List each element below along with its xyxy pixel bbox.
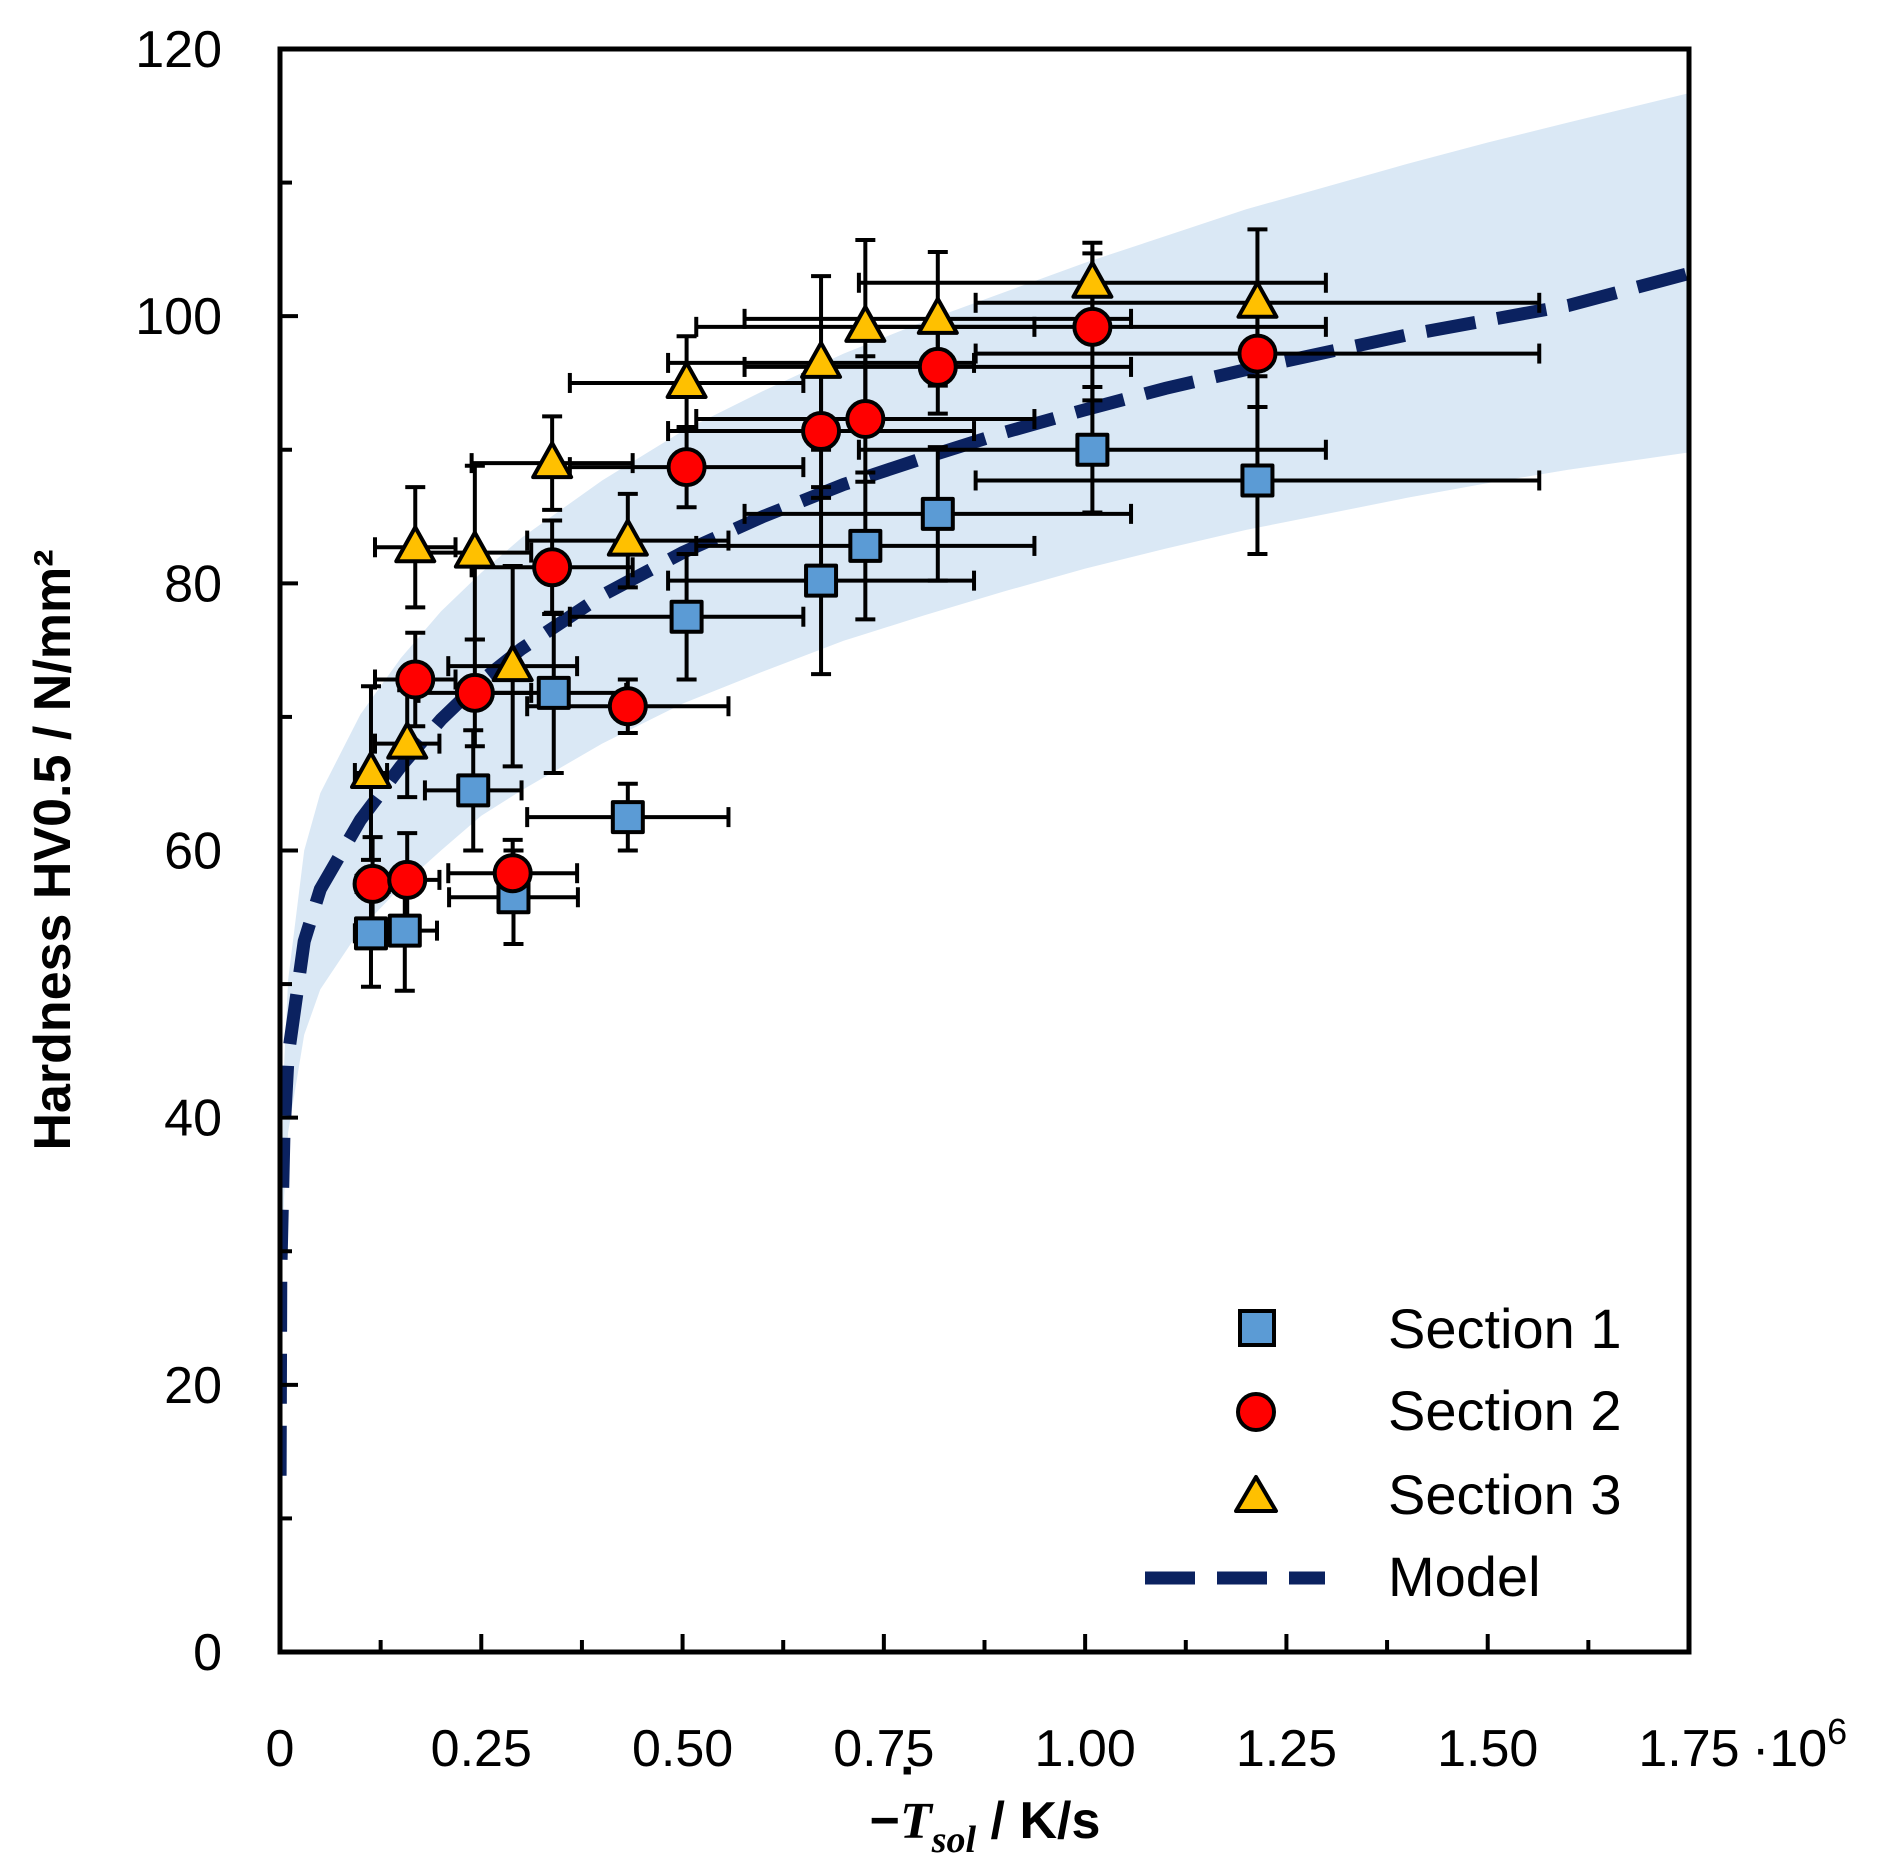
marker-section-2 (492, 853, 533, 894)
marker-section-2 (917, 346, 958, 387)
legend-label-section-3: Section 3 (1388, 1463, 1622, 1526)
x-axis-title-dot: · (900, 1742, 917, 1800)
y-tick-label: 60 (164, 823, 222, 881)
marker-section-1 (1075, 432, 1110, 467)
marker-section-3 (1236, 280, 1279, 319)
legend: Section 1 Section 2 Section 3 Model (1145, 1297, 1622, 1608)
legend-label-section-2: Section 2 (1388, 1379, 1622, 1442)
y-tick-label: 100 (135, 288, 222, 346)
marker-section-1 (610, 800, 645, 835)
marker-section-3 (349, 751, 392, 790)
marker-section-2 (1072, 306, 1113, 347)
legend-marker-section-2 (1236, 1392, 1276, 1432)
marker-section-1 (536, 675, 571, 710)
marker-section-1 (353, 916, 388, 951)
x-axis-multiplier: ·106 (1752, 1711, 1847, 1778)
marker-section-1 (387, 913, 422, 948)
marker-section-3 (531, 441, 574, 480)
x-tick-label: 1.25 (1236, 1720, 1337, 1778)
legend-label-section-1: Section 1 (1388, 1297, 1622, 1360)
x-tick-label: 0.25 (431, 1720, 532, 1778)
x-axis-ticks: 0 0.25 0.50 0.75 1.00 1.25 1.50 1.75 (266, 1634, 1740, 1778)
marker-section-1 (848, 528, 883, 563)
x-tick-label: 1.00 (1035, 1720, 1136, 1778)
legend-label-model: Model (1388, 1545, 1541, 1608)
marker-section-3 (453, 530, 496, 569)
x-tick-label: 1.50 (1437, 1720, 1538, 1778)
marker-section-3 (844, 304, 887, 343)
x-axis-title: −Tsol / K/s · (870, 1742, 1101, 1861)
marker-section-3 (606, 518, 649, 557)
x-tick-label: 0.75 (833, 1720, 934, 1778)
legend-marker-section-1 (1238, 1309, 1276, 1347)
marker-section-2 (395, 659, 436, 700)
x-tick-label: 1.75 (1638, 1720, 1739, 1778)
y-tick-label: 0 (193, 1624, 222, 1682)
marker-section-1 (920, 496, 955, 531)
marker-section-3 (491, 644, 534, 683)
marker-section-2 (387, 859, 428, 900)
marker-section-2 (352, 863, 393, 904)
marker-section-1 (804, 563, 839, 598)
marker-section-3 (386, 721, 429, 760)
y-axis-title: Hardness HV0.5 / N/mm² (24, 549, 82, 1150)
marker-section-2 (845, 399, 886, 440)
x-tick-label: 0 (266, 1720, 295, 1778)
marker-section-2 (666, 447, 707, 488)
y-tick-label: 120 (135, 21, 222, 79)
marker-section-1 (669, 599, 704, 634)
marker-section-2 (1237, 333, 1278, 374)
marker-section-3 (800, 340, 843, 379)
marker-section-3 (916, 296, 959, 335)
marker-section-2 (607, 686, 648, 727)
x-tick-label: 0.50 (632, 1720, 733, 1778)
marker-section-3 (394, 525, 437, 564)
marker-section-1 (1240, 463, 1275, 498)
marker-section-2 (454, 672, 495, 713)
marker-section-3 (665, 360, 708, 399)
y-axis-ticks: 0 20 40 60 80 100 120 (135, 21, 298, 1682)
legend-marker-section-3 (1234, 1475, 1278, 1513)
marker-section-2 (532, 547, 573, 588)
svg-text:−Tsol / K/s: −Tsol / K/s (870, 1792, 1101, 1861)
data-markers (349, 260, 1279, 951)
model-uncertainty-band (280, 93, 1689, 1497)
marker-section-3 (1071, 260, 1114, 299)
y-tick-label: 80 (164, 555, 222, 613)
band-area (280, 93, 1689, 1497)
marker-section-2 (801, 411, 842, 452)
marker-section-1 (456, 773, 491, 808)
y-tick-label: 40 (164, 1090, 222, 1148)
y-tick-label: 20 (164, 1357, 222, 1415)
